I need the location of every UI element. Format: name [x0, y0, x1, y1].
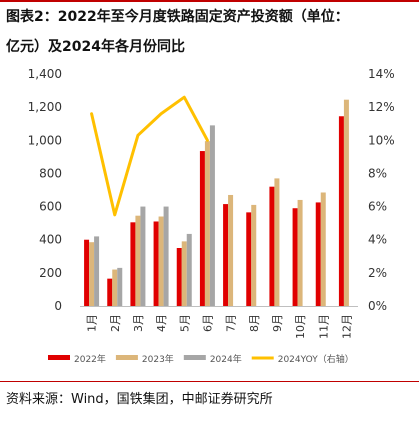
bar-2024年 [209, 125, 215, 306]
legend-swatch-2023年 [115, 355, 138, 360]
right-axis-tick-label: 6% [368, 200, 387, 214]
x-axis-category-label: 4月 [155, 314, 168, 332]
bar-2024年 [163, 206, 169, 306]
header-rule [0, 0, 419, 2]
bar-2022年 [292, 208, 298, 306]
chart-title-line-1: 图表2：2022年至今月度铁路固定资产投资额（单位： [6, 9, 349, 25]
bar-2023年 [228, 194, 234, 306]
bar-2022年 [153, 221, 159, 306]
right-axis-tick-label: 2% [368, 266, 387, 280]
legend-swatch-2024年 [183, 355, 206, 360]
chart-title-line-2: 亿元）及2024年各月份同比 [6, 39, 185, 55]
bar-2022年 [223, 204, 229, 306]
bar-2022年 [130, 222, 136, 306]
source-note: 资料来源：Wind，国铁集团，中邮证券研究所 [6, 392, 273, 407]
legend-label: 2024年 [210, 353, 242, 365]
bar-2023年 [158, 216, 164, 306]
x-axis-category-label: 9月 [271, 314, 284, 332]
bar-2022年 [176, 248, 182, 306]
right-axis-tick-label: 4% [368, 233, 387, 247]
left-axis-tick-label: 1,000 [28, 133, 62, 147]
bar-2022年 [338, 116, 344, 306]
legend-label: 2024YOY（右轴） [278, 353, 354, 365]
legend-label: 2022年 [74, 353, 106, 365]
bar-2023年 [320, 192, 326, 306]
bar-2023年 [297, 199, 303, 306]
bar-2022年 [246, 212, 252, 306]
bar-2022年 [84, 239, 90, 306]
chart: 0 200 400 600 800 1,000 1,200 1,400 0% 2% 4% 6% 8% 10… [28, 67, 395, 365]
x-axis-category-label: 3月 [132, 314, 145, 332]
bar-2023年 [274, 178, 280, 306]
bar-2022年 [107, 278, 113, 306]
legend-label: 2023年 [142, 353, 174, 365]
x-axis-category-label: 12月 [340, 314, 353, 339]
x-axis-category-label: 5月 [178, 314, 191, 332]
x-axis-category-label: 2月 [109, 314, 122, 332]
x-axis-category-label: 10月 [294, 314, 307, 339]
right-axis-tick-label: 12% [368, 100, 395, 114]
right-axis-tick-label: 8% [368, 166, 387, 180]
x-axis-category-label: 11月 [317, 314, 330, 339]
bar-2024年 [140, 206, 146, 306]
left-axis-tick-label: 400 [39, 233, 62, 247]
bar-2022年 [315, 202, 321, 306]
x-axis-category-label: 7月 [225, 314, 238, 332]
left-axis-tick-label: 600 [39, 200, 62, 214]
x-axis-category-label: 8月 [248, 314, 261, 332]
yoy-line [90, 95, 209, 217]
left-axis-tick-label: 1,400 [28, 67, 62, 81]
footer-rule [0, 381, 419, 382]
bar-2022年 [269, 186, 275, 306]
left-axis-tick-label: 1,200 [28, 100, 62, 114]
bar-2024年 [186, 233, 192, 306]
right-axis-tick-label: 10% [368, 133, 395, 147]
left-axis-tick-label: 800 [39, 166, 62, 180]
legend-swatch-2022年 [48, 355, 70, 360]
right-axis-tick-label: 14% [368, 67, 395, 81]
bar-2023年 [112, 269, 118, 306]
bar-2023年 [251, 204, 257, 306]
x-axis-category-label: 6月 [201, 314, 214, 332]
bar-2024年 [94, 236, 100, 306]
bar-2023年 [204, 141, 210, 306]
right-axis-tick-label: 0% [368, 299, 387, 313]
bar-2022年 [199, 151, 205, 306]
bar-2023年 [135, 215, 141, 306]
x-axis-category-label: 1月 [86, 314, 99, 332]
left-axis-tick-label: 200 [39, 266, 62, 280]
left-axis-tick-label: 0 [54, 299, 62, 313]
bar-2023年 [181, 241, 187, 306]
bar-2023年 [89, 242, 95, 306]
bar-2023年 [343, 99, 349, 306]
bar-2024年 [117, 267, 123, 306]
